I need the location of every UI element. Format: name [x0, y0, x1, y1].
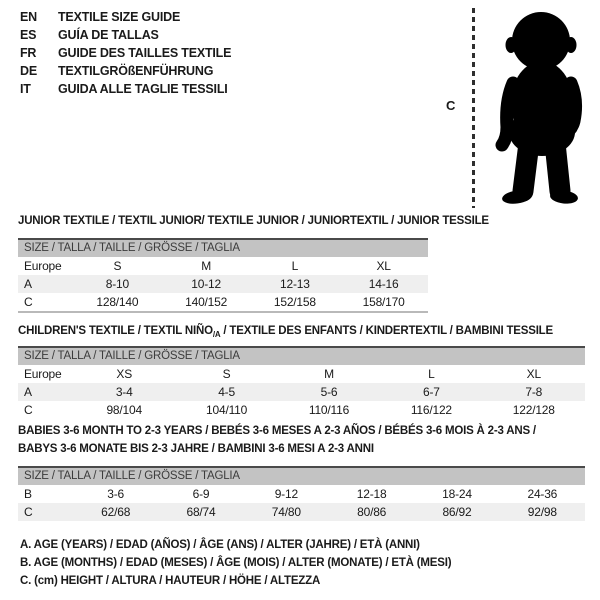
footnote-c: C. (cm) HEIGHT / ALTURA / HAUTEUR / HÖHE…	[20, 575, 321, 587]
value-cell: 104/110	[206, 403, 248, 417]
babies-title-line2: BABYS 3-6 MONATE BIS 2-3 JAHRE / BAMBINI…	[18, 443, 374, 455]
junior-table-title: JUNIOR TEXTILE / TEXTIL JUNIOR/ TEXTILE …	[18, 215, 489, 227]
value-cell: 86/92	[442, 505, 472, 519]
value-cell: 140/152	[161, 293, 251, 313]
size-cell: L	[428, 367, 435, 381]
value-cell: 7-8	[525, 385, 543, 399]
row-label: B	[24, 487, 32, 501]
value-cell: 14-16	[368, 277, 399, 291]
value-cell: 128/140	[73, 293, 162, 313]
value-cell: 110/116	[308, 403, 350, 417]
language-code: IT	[20, 82, 31, 96]
value-cell: 10-12	[191, 277, 221, 291]
value-cell: 18-24	[442, 487, 472, 501]
size-cell: L	[291, 259, 299, 273]
table-row: C 98/104 104/110 110/116 116/122 122/128	[18, 401, 585, 419]
footnote-legend: A. AGE (YEARS) / EDAD (AÑOS) / ÂGE (ANS)…	[20, 536, 452, 590]
children-table-title: CHILDREN'S TEXTILE / TEXTIL NIÑO/A / TEX…	[18, 325, 553, 339]
value-cell: 68/74	[186, 505, 216, 519]
height-measure-label: C	[446, 98, 456, 113]
babies-title-line1: BABIES 3-6 MONTH TO 2-3 YEARS / BEBÉS 3-…	[18, 425, 536, 437]
value-cell: 152/158	[250, 293, 340, 313]
language-title: TEXTILE SIZE GUIDE	[58, 10, 181, 24]
value-cell: 122/128	[512, 403, 555, 417]
table-row: Europe XS S M L XL	[18, 365, 585, 383]
language-code: FR	[20, 46, 37, 60]
value-cell: 9-12	[274, 487, 298, 501]
row-label: Europe	[24, 259, 62, 273]
row-label: A	[24, 277, 32, 291]
size-cell: XL	[376, 259, 391, 273]
value-cell: 98/104	[106, 403, 142, 417]
value-cell: 3-6	[107, 487, 125, 501]
babies-table: SIZE / TALLA / TAILLE / GRÖSSE / TAGLIA …	[18, 466, 585, 521]
language-row-es: ES GUÍA DE TALLAS	[20, 26, 440, 44]
value-cell: 6-9	[192, 487, 210, 501]
value-cell: 24-36	[527, 487, 558, 501]
row-label: C	[24, 505, 33, 519]
subscript-text: /A	[212, 330, 221, 339]
language-title: GUÍA DE TALLAS	[58, 28, 159, 42]
value-cell: 12-13	[280, 277, 310, 291]
language-title: GUIDE DES TAILLES TEXTILE	[58, 46, 232, 60]
row-label: C	[24, 403, 33, 417]
baby-silhouette	[495, 12, 583, 204]
language-row-fr: FR GUIDE DES TAILLES TEXTILE	[20, 44, 440, 62]
size-cell: S	[113, 259, 122, 273]
table-row: A 8-10 10-12 12-13 14-16	[18, 275, 428, 293]
language-row-en: EN TEXTILE SIZE GUIDE	[20, 8, 440, 26]
language-title-list: EN TEXTILE SIZE GUIDE ES GUÍA DE TALLAS …	[20, 8, 440, 98]
babies-size-table: B 3-6 6-9 9-12 12-18 18-24 24-36 C 62/68…	[18, 485, 585, 521]
value-cell: 8-10	[105, 277, 129, 291]
size-cell: M	[201, 259, 212, 273]
table-row: Europe S M L XL	[18, 257, 428, 275]
footnote-a: A. AGE (YEARS) / EDAD (AÑOS) / ÂGE (ANS)…	[20, 539, 420, 551]
size-header-bar: SIZE / TALLA / TAILLE / GRÖSSE / TAGLIA	[18, 238, 428, 257]
value-cell: 74/80	[271, 505, 301, 519]
value-cell: 80/86	[357, 505, 387, 519]
value-cell: 158/170	[339, 293, 428, 313]
language-row-it: IT GUIDA ALLE TAGLIE TESSILI	[20, 80, 440, 98]
size-cell: S	[222, 367, 231, 381]
value-cell: 5-6	[320, 385, 338, 399]
size-header-bar: SIZE / TALLA / TAILLE / GRÖSSE / TAGLIA	[18, 466, 585, 485]
table-row: A 3-4 4-5 5-6 6-7 7-8	[18, 383, 585, 401]
size-cell: XL	[526, 367, 541, 381]
children-table: SIZE / TALLA / TAILLE / GRÖSSE / TAGLIA …	[18, 346, 585, 419]
value-cell: 4-5	[218, 385, 235, 399]
footnote-b: B. AGE (MONTHS) / EDAD (MESES) / ÂGE (MO…	[20, 557, 452, 569]
size-cell: M	[324, 367, 334, 381]
table-row: C 128/140 140/152 152/158 158/170	[18, 293, 428, 313]
value-cell: 62/68	[101, 505, 131, 519]
language-code: DE	[20, 64, 37, 78]
table-row: B 3-6 6-9 9-12 12-18 18-24 24-36	[18, 485, 585, 503]
size-header-bar: SIZE / TALLA / TAILLE / GRÖSSE / TAGLIA	[18, 346, 585, 365]
junior-table: SIZE / TALLA / TAILLE / GRÖSSE / TAGLIA …	[18, 238, 428, 313]
value-cell: 92/98	[527, 505, 557, 519]
row-label: C	[18, 293, 73, 313]
value-cell: 3-4	[115, 385, 133, 399]
table-row: C 62/68 68/74 74/80 80/86 86/92 92/98	[18, 503, 585, 521]
language-code: ES	[20, 28, 37, 42]
language-row-de: DE TEXTILGRÖßENFÜHRUNG	[20, 62, 440, 80]
value-cell: 12-18	[356, 487, 387, 501]
height-measure-dashed-line	[472, 8, 475, 208]
language-title: TEXTILGRÖßENFÜHRUNG	[58, 64, 214, 78]
row-label: A	[24, 385, 32, 399]
babies-table-title: BABIES 3-6 MONTH TO 2-3 YEARS / BEBÉS 3-…	[18, 422, 536, 458]
value-cell: 116/122	[410, 403, 452, 417]
language-code: EN	[20, 10, 37, 24]
value-cell: 6-7	[422, 385, 440, 399]
row-label: Europe	[24, 367, 62, 381]
junior-size-table: Europe S M L XL A 8-10 10-12 12-13 14-16…	[18, 257, 428, 313]
children-size-table: Europe XS S M L XL A 3-4 4-5 5-6 6-7 7-8…	[18, 365, 585, 419]
size-cell: XS	[116, 367, 132, 381]
language-title: GUIDA ALLE TAGLIE TESSILI	[58, 82, 228, 96]
